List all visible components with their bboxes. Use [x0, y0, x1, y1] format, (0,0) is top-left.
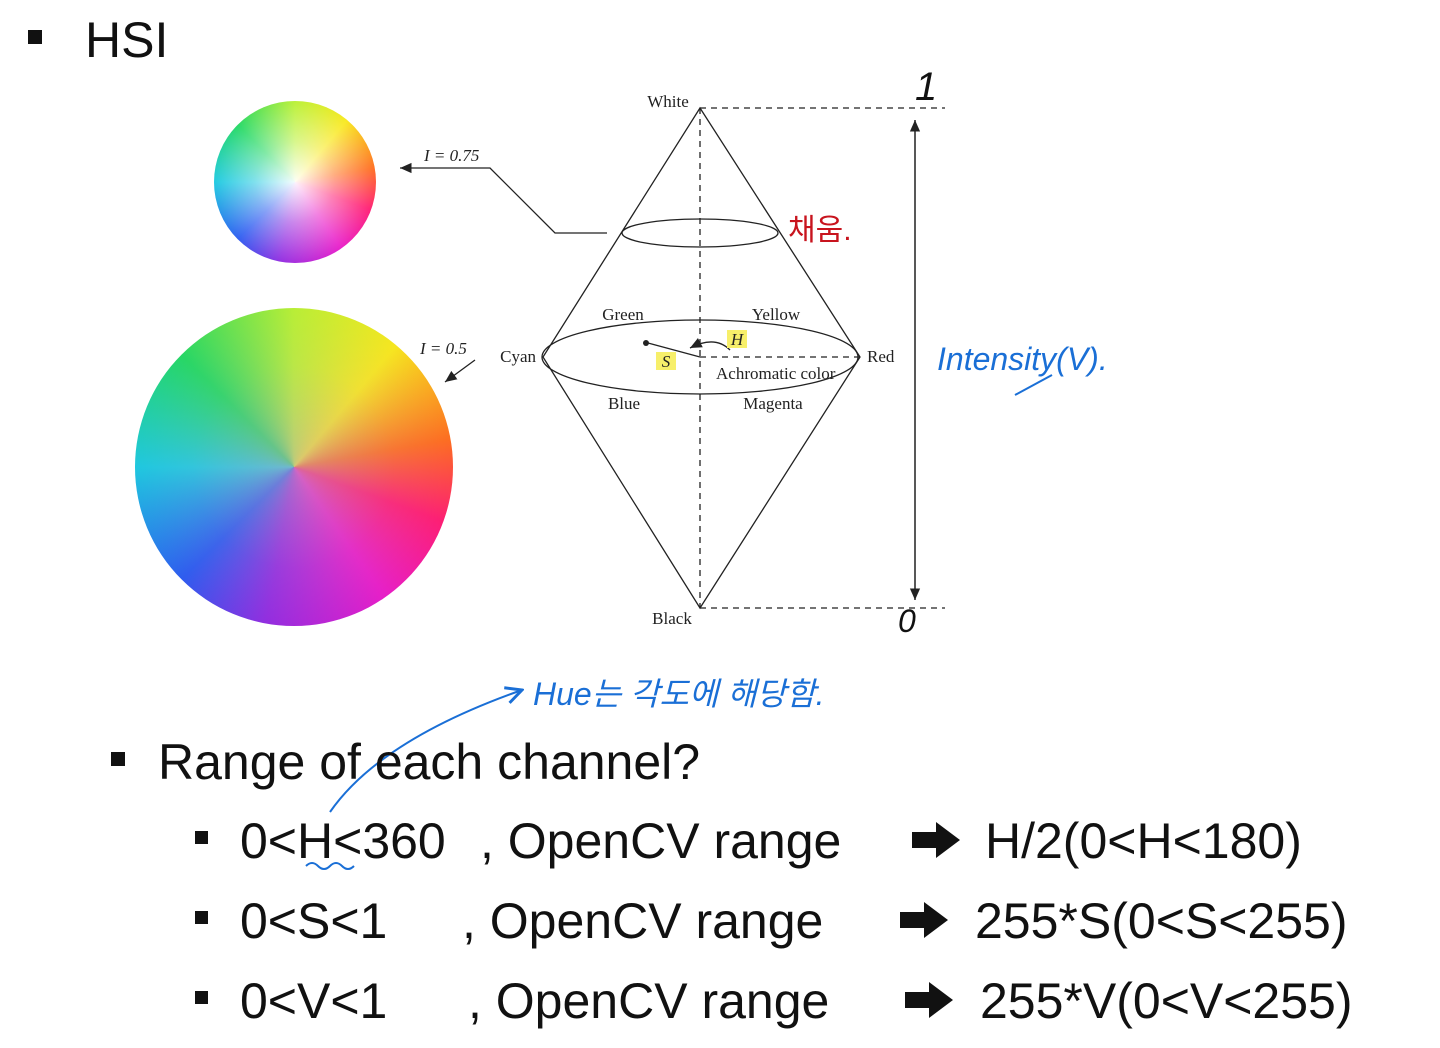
- squiggle: [305, 862, 355, 870]
- bullet: [111, 752, 125, 766]
- label: H: [730, 330, 745, 349]
- bullet: [195, 911, 208, 924]
- bullet: [28, 30, 42, 44]
- point: [643, 340, 649, 346]
- arrow-icon: [912, 822, 960, 858]
- label: Achromatic color: [716, 364, 836, 383]
- opencv-label: , OpenCV range: [462, 893, 823, 949]
- label: Yellow: [752, 305, 801, 324]
- label: Red: [867, 347, 895, 366]
- color-wheel: [135, 308, 453, 626]
- label: Blue: [608, 394, 640, 413]
- arrow-icon: [900, 902, 948, 938]
- label: Cyan: [500, 347, 536, 366]
- label: I = 0.75: [423, 146, 479, 165]
- label: Green: [602, 305, 644, 324]
- handwriting: Intensity(V).: [937, 341, 1108, 377]
- handwriting: 1: [915, 65, 937, 109]
- annotation-arrow: [329, 690, 522, 813]
- opencv-label: , OpenCV range: [468, 973, 829, 1029]
- arrow-icon: [905, 982, 953, 1018]
- bullet: [195, 831, 208, 844]
- highlight: [727, 330, 747, 348]
- result: 255*V(0<V<255): [980, 973, 1353, 1029]
- range: 0<H<360: [240, 813, 446, 869]
- handwriting: Hue는 각도에 해당함.: [533, 676, 824, 712]
- hsi-diamond: [400, 106, 945, 610]
- label: Magenta: [743, 394, 803, 413]
- range: 0<V<1: [240, 973, 387, 1029]
- handwriting: 0: [898, 603, 916, 639]
- color-wheel: [214, 101, 376, 263]
- label: I = 0.5: [419, 339, 467, 358]
- highlight: [656, 352, 676, 370]
- label: S: [662, 352, 671, 371]
- bullet-text: Range of each channel?: [158, 734, 700, 790]
- label: White: [647, 92, 689, 111]
- title: HSI: [85, 12, 168, 68]
- label: Black: [652, 609, 692, 628]
- result: H/2(0<H<180): [985, 813, 1302, 869]
- opencv-label: , OpenCV range: [480, 813, 841, 869]
- underline: [1014, 374, 1053, 396]
- bullet: [195, 991, 208, 1004]
- handwriting: 채움.: [788, 214, 852, 247]
- result: 255*S(0<S<255): [975, 893, 1348, 949]
- range: 0<S<1: [240, 893, 387, 949]
